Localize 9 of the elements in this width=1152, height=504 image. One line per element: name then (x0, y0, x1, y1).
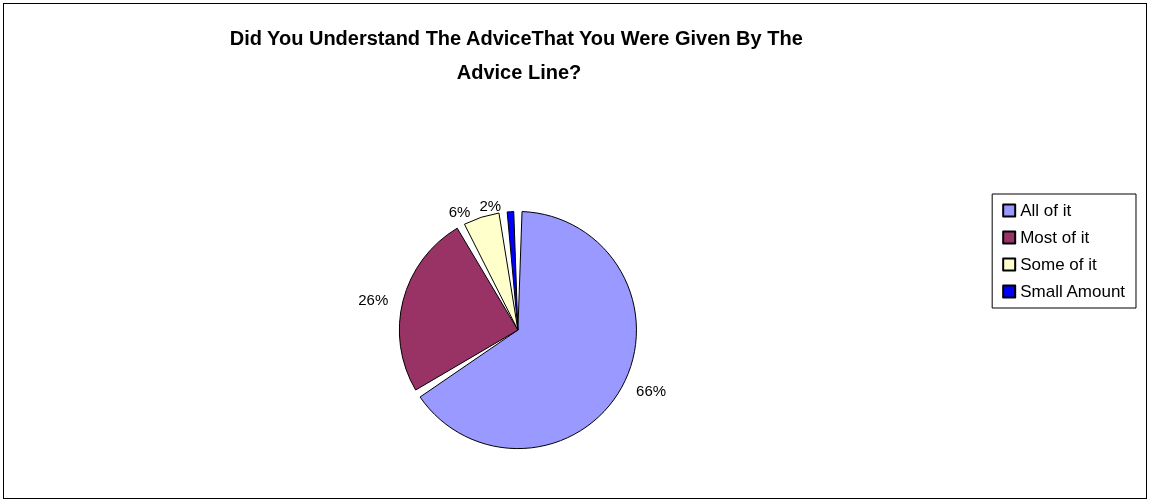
legend-label: Most of it (1020, 228, 1090, 247)
legend-label: All of it (1020, 201, 1072, 220)
data-label: 26% (358, 290, 389, 308)
data-label: 6% (448, 203, 471, 221)
chart-title: Did You Understand The AdviceThat You Were Given By The Advice Line? (229, 27, 809, 83)
legend-label: Small Amount (1020, 282, 1126, 301)
legend-label: Some of it (1020, 255, 1097, 274)
data-label: 2% (479, 197, 502, 215)
data-label: 66% (636, 381, 667, 399)
